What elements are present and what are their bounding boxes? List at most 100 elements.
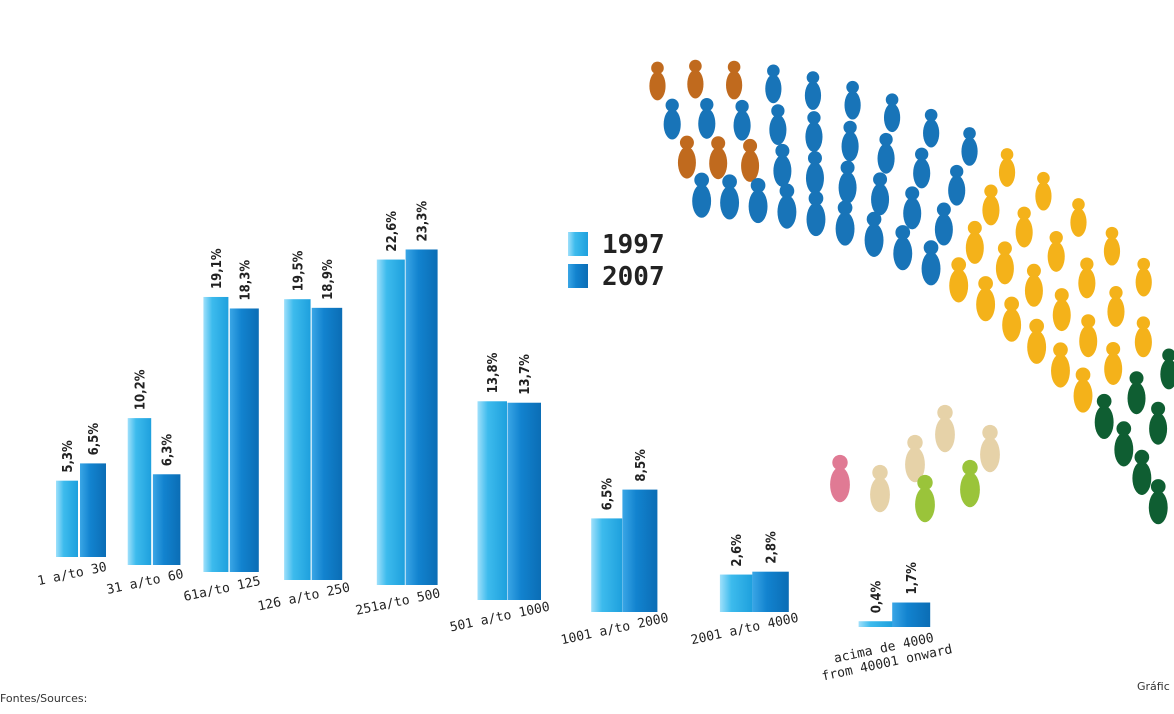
value-label: 10,2% xyxy=(133,369,148,410)
pawn-head xyxy=(885,93,899,106)
legend-swatch xyxy=(568,264,588,288)
pawn-body xyxy=(692,184,712,218)
bar xyxy=(152,474,181,565)
pawn-body xyxy=(1160,359,1174,390)
credit: Gráfic xyxy=(1137,680,1170,693)
pawn-body xyxy=(1148,490,1168,525)
pawn-body xyxy=(830,467,850,503)
pawn-head xyxy=(1000,148,1014,161)
value-label: 13,8% xyxy=(486,352,501,393)
pawn-body xyxy=(733,110,751,141)
pawn-head xyxy=(1029,318,1044,334)
bar xyxy=(56,480,78,557)
pawn-body xyxy=(1002,308,1022,342)
pawn-body xyxy=(960,472,980,508)
pawn-head xyxy=(1017,206,1031,220)
pawn-head xyxy=(1053,342,1068,358)
value-label: 23,3% xyxy=(416,201,431,242)
value-label: 13,7% xyxy=(518,354,533,395)
pawn-body xyxy=(1149,412,1168,445)
pawn-head xyxy=(846,80,859,94)
pawn-head xyxy=(1075,367,1091,383)
pawn-head xyxy=(872,464,888,481)
value-label: 19,5% xyxy=(291,250,306,291)
legend-swatch xyxy=(568,232,588,256)
pawn-body xyxy=(935,417,955,453)
pawn-body xyxy=(961,136,978,166)
pawn-body xyxy=(1035,181,1052,211)
pawn-body xyxy=(835,211,855,246)
pawn-body xyxy=(698,108,716,139)
value-label: 2,6% xyxy=(730,534,745,567)
pawn-body xyxy=(1114,432,1134,467)
pawn-head xyxy=(1150,479,1166,494)
pawn-head xyxy=(905,186,920,201)
pawn-head xyxy=(1049,230,1063,245)
bar xyxy=(507,402,541,600)
pawn-body xyxy=(871,183,890,216)
pawn-body xyxy=(949,268,969,303)
pawn-head xyxy=(951,257,967,273)
pawn-head xyxy=(808,191,824,206)
pawn-body xyxy=(1024,274,1043,307)
pawn-head xyxy=(711,136,726,151)
bar xyxy=(229,308,259,572)
pawn-body xyxy=(982,194,1000,226)
pawn-head xyxy=(963,127,976,140)
pawn-body xyxy=(934,213,953,246)
pawn-body xyxy=(1047,241,1065,272)
bar xyxy=(622,489,658,612)
pawn-body xyxy=(1127,382,1146,415)
pawn-head xyxy=(1137,257,1151,271)
pawn-body xyxy=(1135,267,1152,297)
value-label: 5,3% xyxy=(61,440,76,473)
pawn-head xyxy=(937,404,953,421)
pawn-head xyxy=(807,111,821,125)
value-label: 18,3% xyxy=(238,260,253,301)
pawn-body xyxy=(995,252,1014,285)
bar xyxy=(405,249,438,586)
pawn-head xyxy=(832,454,848,471)
pawn-body xyxy=(870,477,890,513)
bar xyxy=(376,259,405,585)
pawn-body xyxy=(1132,461,1152,495)
pawn-body xyxy=(1104,352,1123,385)
pawn-body xyxy=(883,103,901,133)
pawn-body xyxy=(838,171,857,204)
pawn-body xyxy=(720,185,740,220)
pawn-head xyxy=(1054,288,1069,303)
pawn-head xyxy=(1081,314,1096,329)
pawn-body xyxy=(921,251,941,286)
pawn-head xyxy=(984,184,998,198)
pawn-head xyxy=(1109,286,1123,300)
bar xyxy=(892,602,931,627)
pawn-body xyxy=(844,90,861,120)
pawn-head xyxy=(767,64,780,78)
pawn-body xyxy=(1052,299,1071,332)
pawn-head xyxy=(807,151,822,166)
legend-label: 1997 xyxy=(602,230,665,260)
pawn-body xyxy=(893,236,913,271)
pawn-body xyxy=(980,437,1000,473)
source-label: Fontes/Sources: xyxy=(0,692,88,705)
pawn-head xyxy=(1037,171,1050,185)
pawn-head xyxy=(1136,316,1151,330)
pawn-body xyxy=(1027,330,1047,364)
pawn-head xyxy=(806,71,820,84)
pawn-body xyxy=(877,143,895,174)
pawn-head xyxy=(843,120,857,135)
pawn-body xyxy=(804,81,822,110)
pawn-body xyxy=(1094,405,1114,439)
pawn-body xyxy=(864,223,884,257)
bar xyxy=(752,571,789,612)
pawn-head xyxy=(1004,296,1020,312)
pawn-head xyxy=(866,211,882,227)
bar xyxy=(203,296,229,572)
pawn-head xyxy=(735,99,749,114)
pawn-head xyxy=(915,147,929,161)
bar xyxy=(311,307,343,580)
value-label: 6,5% xyxy=(87,423,102,456)
pawn-head xyxy=(1096,393,1112,409)
bar xyxy=(591,518,623,612)
pawn-body xyxy=(663,109,681,140)
